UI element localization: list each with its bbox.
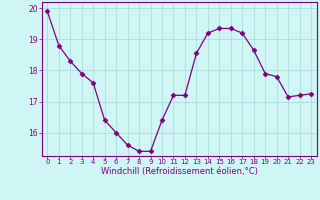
X-axis label: Windchill (Refroidissement éolien,°C): Windchill (Refroidissement éolien,°C) bbox=[101, 167, 258, 176]
